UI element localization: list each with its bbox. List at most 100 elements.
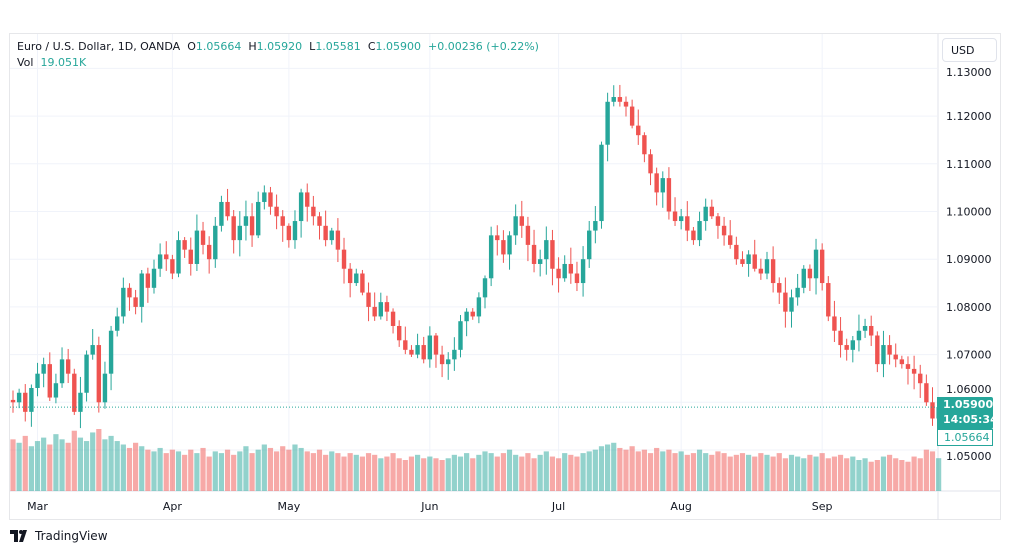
volume-bar — [457, 456, 464, 491]
volume-bar — [335, 453, 341, 491]
candle-body — [262, 192, 267, 202]
candle-body — [53, 383, 59, 398]
symbol-title: Euro / U.S. Dollar, 1D, OANDA — [17, 40, 181, 53]
volume-bar — [807, 454, 813, 491]
volume-bar — [396, 458, 402, 491]
candle-body — [446, 359, 451, 365]
volume-bar — [727, 456, 733, 491]
volume-bar — [862, 458, 868, 491]
candle-body — [268, 192, 273, 207]
volume-bar — [200, 447, 206, 491]
candle-body — [660, 178, 665, 193]
volume-bar — [660, 451, 666, 491]
candle-body — [298, 192, 304, 222]
volume-bar — [506, 449, 513, 491]
candle-body — [127, 287, 132, 298]
volume-bar — [421, 458, 427, 491]
volume-bar — [752, 456, 758, 491]
volume-bar — [427, 456, 433, 491]
volume-bar — [102, 439, 108, 491]
volume-bar — [212, 451, 218, 491]
open-price-label: 1.05664 — [937, 429, 993, 446]
volume-bar — [304, 451, 310, 491]
volume-bar — [549, 456, 556, 491]
footer-brand: TradingView — [35, 529, 108, 543]
currency-button[interactable]: USD — [942, 38, 997, 62]
volume-bar — [592, 449, 598, 491]
candle-body — [636, 125, 641, 136]
volume-bar — [739, 453, 746, 491]
volume-bar — [402, 460, 408, 491]
x-tick-label: Aug — [670, 500, 691, 513]
candle-body — [427, 335, 433, 360]
candle-body — [611, 97, 616, 102]
candle-body — [200, 230, 206, 245]
candle-body — [323, 225, 328, 241]
candle-body — [918, 373, 923, 384]
volume-bar — [280, 446, 286, 491]
candle-body — [470, 311, 475, 317]
candle-body — [16, 392, 22, 403]
volume-bar — [654, 447, 660, 491]
candle-body — [488, 235, 494, 279]
candle-body — [72, 373, 77, 412]
volume-bar — [47, 444, 53, 491]
candle-body — [746, 254, 751, 264]
candle-body — [311, 206, 316, 217]
candle-body — [396, 325, 402, 341]
volume-bar — [543, 451, 549, 491]
y-tick-label: 1.12000 — [946, 110, 992, 123]
tradingview-logo[interactable]: TradingView — [10, 529, 108, 543]
candle-body — [905, 364, 911, 369]
volume-bar — [880, 456, 887, 491]
y-tick-label: 1.09000 — [946, 253, 992, 266]
candle-body — [617, 97, 623, 102]
candle-body — [801, 268, 806, 288]
volume-bar — [28, 446, 34, 491]
x-tick-label: Jul — [551, 500, 565, 513]
candle-body — [170, 259, 175, 274]
candle-body — [580, 259, 586, 284]
candle-body — [176, 240, 181, 274]
candle-body — [10, 399, 16, 403]
candle-body — [550, 240, 555, 269]
high-label: H — [248, 40, 257, 53]
candle-body — [378, 302, 383, 317]
candle-body — [605, 101, 610, 145]
volume-bar — [721, 453, 727, 491]
candle-body — [887, 345, 892, 355]
candle-body — [384, 302, 390, 312]
volume-bar — [365, 453, 372, 491]
candle-body — [838, 330, 843, 346]
candle-body — [666, 178, 672, 212]
volume-bar — [476, 454, 482, 491]
candle-body — [415, 345, 420, 355]
candle-body — [623, 101, 629, 107]
candle-body — [740, 259, 745, 264]
close-value: 1.05900 — [375, 40, 422, 53]
volume-bar — [188, 449, 194, 491]
volume-bar — [635, 451, 641, 491]
volume-bar — [451, 454, 457, 491]
candle-body — [648, 154, 653, 174]
candle-body — [329, 230, 334, 241]
volume-bar — [923, 449, 929, 491]
volume-bar — [696, 449, 703, 491]
volume-bar — [555, 458, 562, 491]
change-value: +0.00236 (+0.22%) — [428, 40, 539, 53]
candle-body — [182, 240, 187, 250]
candle-body — [280, 216, 285, 226]
last-price-label: 1.05900 14:05:34 — [937, 397, 998, 429]
candle-body — [519, 216, 524, 226]
volume-bar — [929, 451, 936, 491]
candle-body — [151, 268, 157, 288]
volume-bar — [16, 442, 22, 491]
volume-bar — [776, 453, 782, 491]
volume-bar — [819, 453, 825, 491]
candle-body — [568, 263, 574, 274]
volume-bar — [856, 460, 862, 491]
candle-body — [881, 345, 886, 365]
last-price: 1.05900 — [943, 398, 994, 411]
volume-bar — [384, 456, 390, 491]
